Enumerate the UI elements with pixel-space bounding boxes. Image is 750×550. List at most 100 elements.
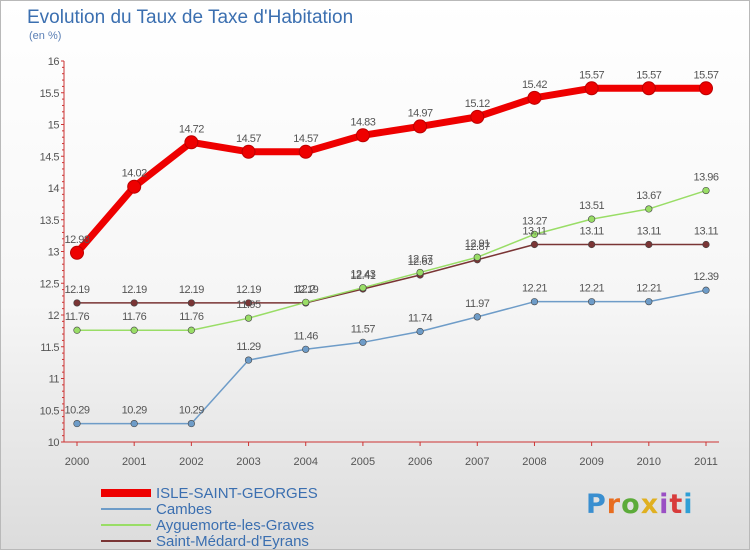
data-point [73,299,81,307]
data-label: 12.19 [179,284,204,296]
data-label: 12.2 [296,283,316,295]
data-label: 15.57 [636,69,661,81]
data-label: 12.19 [122,284,147,296]
series-layer [70,81,713,428]
data-label: 11.46 [294,330,319,342]
data-label: 12.67 [408,253,433,265]
data-label: 12.87 [465,241,490,253]
x-tick-label: 2000 [65,456,89,468]
data-label: 15.42 [522,79,547,91]
data-label: 13.27 [522,215,547,227]
series-line-saint-m-dard-d-eyrans [76,243,707,304]
data-point [641,81,656,96]
data-point [527,90,542,105]
x-tick-label: 2002 [179,456,203,468]
data-point [645,205,653,213]
logo-letter: x [640,489,660,520]
data-point [184,135,199,150]
data-label: 12.41 [350,270,375,282]
data-point [416,327,424,336]
data-point [187,419,195,428]
data-label: 11.76 [65,311,90,323]
data-label: 13.11 [580,226,605,238]
x-tick-label: 2004 [293,456,317,468]
data-point [530,240,539,249]
y-tick-label: 11.5 [40,342,59,354]
data-point [699,81,713,96]
data-label: 15.57 [693,69,718,81]
y-tick-label: 10.5 [40,405,60,417]
data-label: 11.57 [351,323,376,335]
x-tick-label: 2008 [522,456,546,468]
x-tick-label: 2005 [351,456,375,468]
data-label: 12.43 [350,269,375,281]
legend-item: Saint-Médard-d'Eyrans [101,533,318,549]
data-label: 14.57 [293,133,318,145]
x-tick-label: 2010 [637,456,661,468]
data-point [416,268,424,277]
data-label: 11.95 [236,299,261,311]
data-label: 12.19 [64,284,89,296]
x-tick-label: 2001 [122,456,146,468]
y-tick-label: 15.5 [40,88,60,100]
y-tick-label: 15 [48,120,60,132]
data-label: 12.63 [408,256,433,268]
data-point [187,299,195,307]
series-line-isle-saint-georges [73,84,710,257]
legend-label: ISLE-SAINT-GEORGES [156,484,318,502]
data-point [588,215,596,223]
data-point [130,419,138,428]
data-point [244,299,253,307]
data-label: 13.11 [522,226,547,238]
logo-letter: t [669,489,684,520]
data-label: 12.21 [636,283,661,295]
data-label: 14.97 [408,107,433,119]
data-label: 12.98 [64,234,89,246]
data-label: 12.21 [522,283,547,295]
data-label: 12.91 [465,238,490,250]
data-point [588,240,596,249]
legend-item: Ayguemorte-les-Graves [101,517,318,533]
data-point [241,144,256,159]
data-label: 13.67 [636,190,661,202]
data-point [359,338,367,346]
y-tick-label: 13 [48,247,60,259]
data-point [588,298,596,306]
data-label: 14.83 [350,116,375,128]
legend-item: ISLE-SAINT-GEORGES [101,485,318,501]
data-label: 13.11 [637,226,662,238]
x-tick-label: 2006 [408,456,432,468]
y-tick-label: 12 [48,310,60,322]
data-point [73,326,81,334]
data-point [130,326,138,334]
logo-letter: i [683,489,694,520]
data-point [130,299,138,307]
data-point [413,119,428,134]
data-point [702,240,710,249]
data-point [127,179,142,194]
data-point [473,313,481,321]
data-label: 12.21 [579,283,604,295]
logo-letter: r [606,489,622,520]
data-point [73,419,81,428]
chart-axes: 10 10.5 11 11.5 12 12.5 13 13.5 14 14.5 15 15.5 16 20… [40,56,719,468]
data-point [244,314,253,322]
data-label: 12.39 [693,271,718,283]
data-point [645,298,653,306]
x-tick-label: 2011 [694,456,718,468]
legend-swatch [101,540,151,542]
data-point [244,356,253,364]
data-label: 13.51 [579,200,604,212]
data-point [530,298,539,306]
x-tick-label: 2009 [579,456,603,468]
legend-swatch [101,508,151,510]
proxiti-logo: Proxiti [586,489,694,520]
x-tick-label: 2003 [236,456,260,468]
data-point [702,286,710,294]
data-point [70,245,84,260]
data-label: 14.57 [236,133,261,145]
data-point [298,144,313,159]
legend-swatch [101,524,151,526]
y-tick-label: 10 [48,437,60,449]
